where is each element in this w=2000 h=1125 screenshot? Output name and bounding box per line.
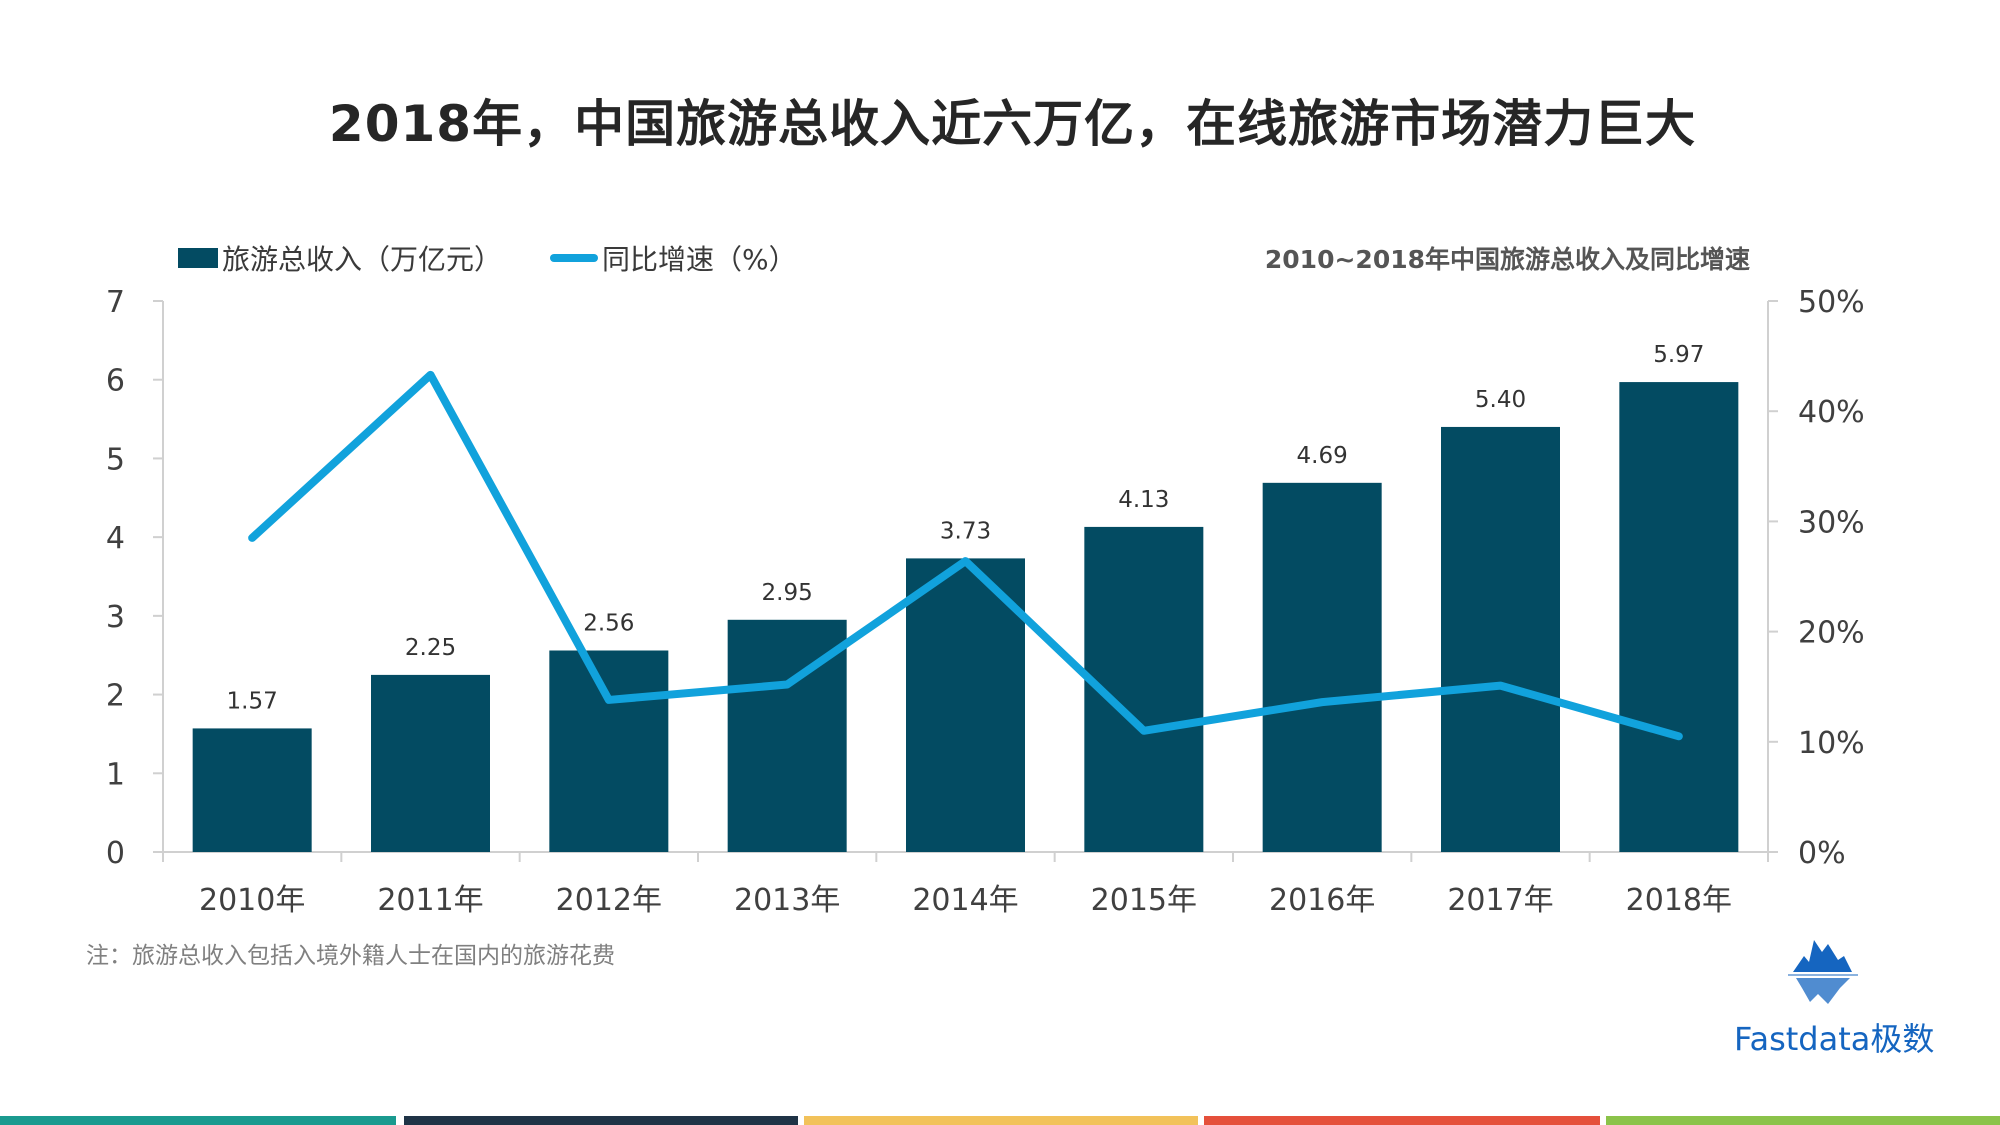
y-left-tick-label: 6 [106,364,125,399]
legend-item-revenue: 旅游总收入（万亿元） [178,238,502,278]
bar [1441,426,1560,852]
x-tick-label: 2016年 [1269,883,1375,918]
footer-strip-yellow [804,1116,1198,1125]
footer-strip-teal [0,1116,396,1125]
footer-strip-red [1204,1116,1600,1125]
bar [906,558,1025,852]
x-tick-label: 2015年 [1091,883,1197,918]
bar [549,650,669,852]
bar [192,728,312,852]
growth-line-point [964,560,967,563]
y-right-tick-label: 40% [1798,395,1865,430]
growth-line-point [251,536,254,539]
bar-data-label: 2.56 [583,610,634,636]
bar [1619,382,1739,852]
bar-data-label: 4.13 [1118,487,1169,513]
growth-line-point [1499,684,1502,687]
y-right-tick-label: 0% [1798,836,1846,871]
bar-data-label: 1.57 [227,688,278,714]
bar-data-label: 5.97 [1653,342,1704,368]
chart-subtitle: 2010~2018年中国旅游总收入及同比增速 [1264,245,1750,274]
growth-line-point [1142,729,1145,732]
y-left-tick-label: 4 [106,521,125,556]
footer-strip-green [1606,1116,2000,1125]
y-left-tick-label: 5 [106,442,125,477]
legend-swatch-bar [178,248,218,268]
growth-line-point [429,373,432,376]
bar-data-label: 2.95 [762,580,813,606]
brand-name: Fastdata极数 [1734,1020,1935,1058]
x-tick-label: 2010年 [199,883,305,918]
bar-data-label: 2.25 [405,635,456,661]
x-tick-label: 2018年 [1626,883,1732,918]
bar-data-label: 4.69 [1297,443,1348,469]
y-right-tick-label: 50% [1798,285,1865,320]
bar [371,674,490,852]
legend-label-growth: 同比增速（%） [602,243,797,276]
growth-line-point [1677,735,1680,738]
y-left-tick-label: 2 [106,679,125,714]
chart-title: 2018年，中国旅游总收入近六万亿，在线旅游市场潜力巨大 [328,95,1697,153]
chart-legend: 旅游总收入（万亿元） 同比增速（%） [178,238,845,278]
iceberg-logo-icon [1788,940,1858,1004]
y-left-tick-label: 0 [106,836,125,871]
legend-label-revenue: 旅游总收入（万亿元） [222,243,503,276]
growth-line-point [786,683,789,686]
growth-line-point [607,698,610,701]
x-tick-label: 2012年 [556,883,662,918]
x-tick-label: 2017年 [1447,883,1553,918]
y-right-tick-label: 20% [1798,616,1865,651]
y-left-tick-label: 7 [106,285,125,320]
y-right-tick-label: 10% [1798,726,1865,761]
y-right-tick-label: 30% [1798,505,1865,540]
x-tick-label: 2014年 [912,883,1018,918]
bar [1262,482,1382,852]
footnote: 注：旅游总收入包括入境外籍人士在国内的旅游花费 [86,943,615,969]
y-left-tick-label: 1 [106,757,125,792]
bar-data-label: 3.73 [940,518,991,544]
y-left-tick-label: 3 [106,600,125,635]
bar-data-label: 5.40 [1475,387,1526,413]
legend-swatch-line [550,254,599,262]
x-tick-label: 2011年 [377,883,483,918]
legend-item-growth: 同比增速（%） [550,238,797,278]
growth-line-point [1321,701,1324,704]
footer-strip-navy [404,1116,798,1125]
x-tick-label: 2013年 [734,883,840,918]
